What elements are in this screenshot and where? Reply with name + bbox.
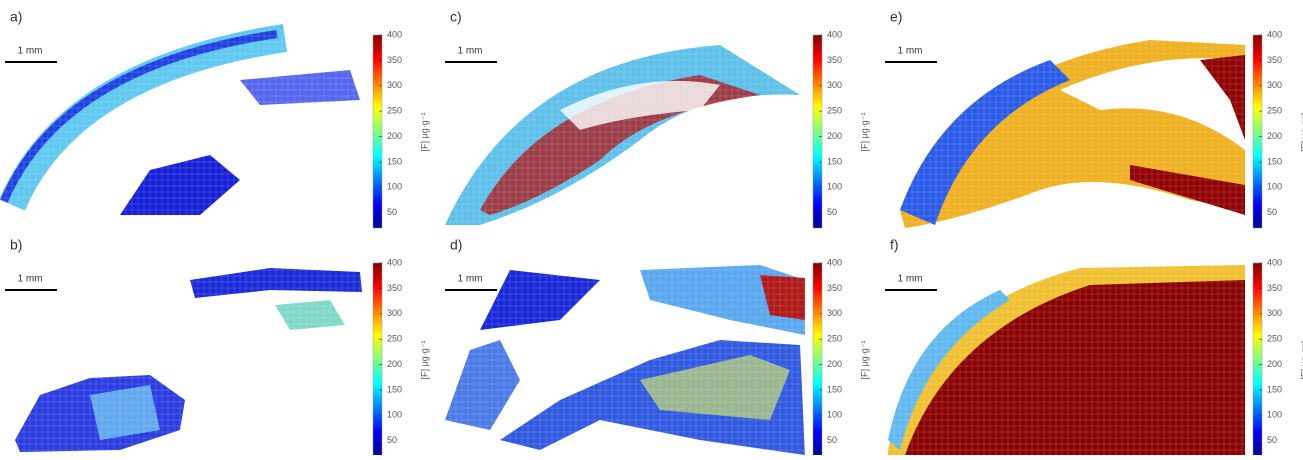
colorbar (1252, 262, 1263, 457)
colorbar-tick-label: 50 (387, 435, 397, 445)
colorbar-label: [F] μg·g⁻¹ (859, 341, 869, 380)
scale-bar-label: 1 mm (898, 46, 923, 57)
panel-label: b) (10, 237, 22, 253)
colorbar (812, 34, 823, 229)
colorbar-tick-label: 250 (1267, 106, 1282, 116)
colorbar-tick-label: 150 (827, 156, 842, 166)
colorbar-label: [F] μg·g⁻¹ (859, 113, 869, 152)
colorbar-tick-label: 350 (387, 55, 402, 65)
colorbar-tick-label: 300 (387, 308, 402, 318)
colorbar-label: [F] μg·g⁻¹ (419, 113, 429, 152)
panel-label: e) (890, 9, 902, 25)
colorbar (812, 262, 823, 457)
colorbar-tick-label: 150 (827, 384, 842, 394)
colorbar (372, 34, 383, 229)
panel-label: d) (450, 237, 462, 253)
colorbar-tick-label: 150 (1267, 384, 1282, 394)
colorbar-tick-label: 200 (1267, 359, 1282, 369)
colorbar-tick-label: 100 (1267, 182, 1282, 192)
colorbar-tick-label: 400 (827, 257, 842, 267)
colorbar-tick-label: 50 (1267, 435, 1277, 445)
colorbar-tick-label: 200 (387, 131, 402, 141)
colorbar-tick-label: 350 (1267, 55, 1282, 65)
colorbar-tick-label: 300 (1267, 308, 1282, 318)
colorbar-tick-label: 50 (1267, 207, 1277, 217)
colorbar-tick-label: 400 (387, 257, 402, 267)
colorbar-tick-label: 100 (387, 182, 402, 192)
scale-bar-label: 1 mm (458, 46, 483, 57)
colorbar-tick-label: 100 (827, 410, 842, 420)
panel: f) 1 mm 50 100 150 200 250 300 350 400 [F] μg·g⁻¹ (885, 237, 1303, 457)
colorbar-label: [F] μg·g⁻¹ (419, 341, 429, 380)
panel: d) 1 mm 50 100 150 200 250 300 350 400 [F] μg·g⁻¹ (445, 237, 869, 457)
colorbar (372, 262, 383, 457)
colorbar-tick-label: 100 (387, 410, 402, 420)
colorbar-tick-label: 200 (387, 359, 402, 369)
colorbar-tick-label: 50 (827, 207, 837, 217)
colorbar-tick-label: 200 (827, 131, 842, 141)
colorbar-tick-label: 400 (827, 29, 842, 39)
colorbar-label: [F] μg·g⁻¹ (1299, 113, 1303, 152)
colorbar-tick-label: 300 (827, 308, 842, 318)
colorbar-tick-label: 350 (827, 283, 842, 293)
colorbar-tick-label: 100 (1267, 410, 1282, 420)
colorbar-tick-label: 250 (387, 334, 402, 344)
colorbar-tick-label: 200 (827, 359, 842, 369)
colorbar-tick-label: 250 (827, 106, 842, 116)
colorbar-label: [F] μg·g⁻¹ (1299, 341, 1303, 380)
colorbar-tick-label: 250 (1267, 334, 1282, 344)
colorbar-tick-label: 250 (827, 334, 842, 344)
colorbar-tick-label: 150 (387, 384, 402, 394)
panel-label: a) (10, 9, 22, 25)
colorbar-tick-label: 50 (827, 435, 837, 445)
colorbar-tick-label: 400 (387, 29, 402, 39)
colorbar-tick-label: 300 (387, 80, 402, 90)
colorbar-tick-label: 400 (1267, 257, 1282, 267)
colorbar-tick-label: 300 (1267, 80, 1282, 90)
colorbar-tick-label: 200 (1267, 131, 1282, 141)
panel: e) 1 mm 50 100 150 200 250 300 350 400 [F] μg·g⁻¹ (885, 9, 1303, 229)
map-grain (0, 30, 1250, 455)
colorbar-tick-label: 350 (1267, 283, 1282, 293)
colorbar-tick-label: 350 (387, 283, 402, 293)
scale-bar-label: 1 mm (898, 274, 923, 285)
panel-label: c) (450, 9, 462, 25)
colorbar-tick-label: 150 (387, 156, 402, 166)
colorbar-tick-label: 350 (827, 55, 842, 65)
panel-label: f) (890, 237, 899, 253)
colorbar-tick-label: 400 (1267, 29, 1282, 39)
colorbar-tick-label: 250 (387, 106, 402, 116)
panel: c) 1 mm 50 100 150 200 250 300 350 400 [F] μg·g⁻¹ (445, 9, 869, 229)
colorbar-tick-label: 300 (827, 80, 842, 90)
colorbar-tick-label: 50 (387, 207, 397, 217)
scale-bar-label: 1 mm (18, 46, 43, 57)
panel: a) 1 mm 50 100 150 200 250 300 350 400 [F] μg·g⁻¹ (5, 9, 429, 229)
colorbar-tick-label: 150 (1267, 156, 1282, 166)
scale-bar-label: 1 mm (18, 274, 43, 285)
colorbar-tick-label: 100 (827, 182, 842, 192)
scale-bar-label: 1 mm (458, 274, 483, 285)
colorbar (1252, 34, 1263, 229)
